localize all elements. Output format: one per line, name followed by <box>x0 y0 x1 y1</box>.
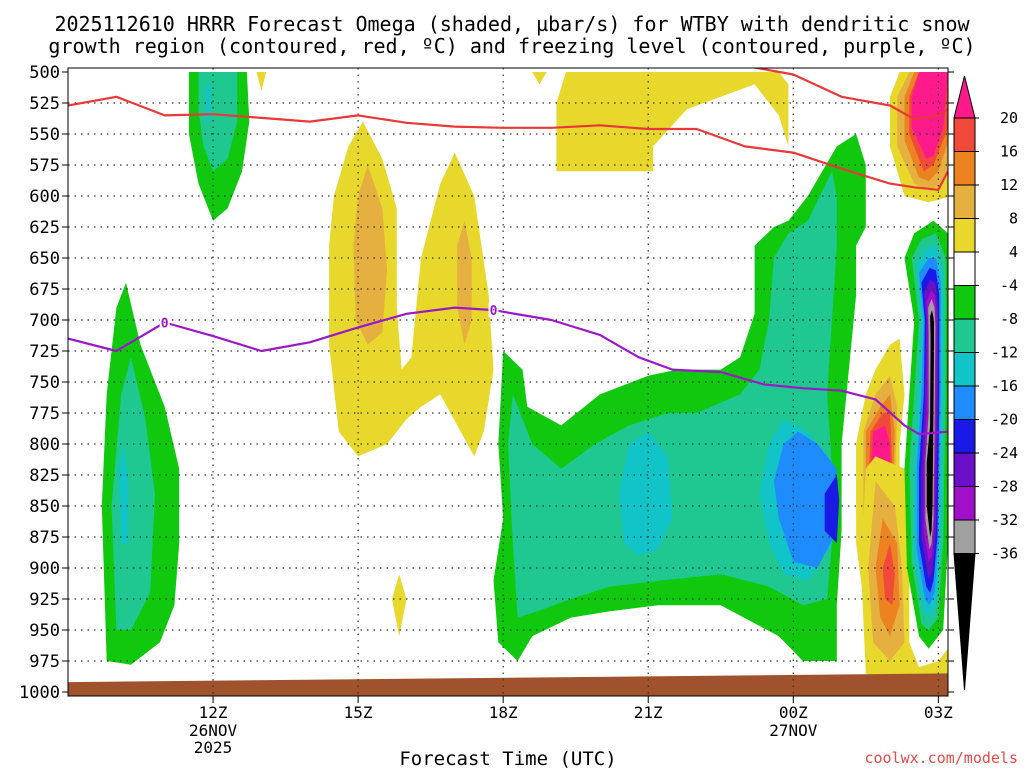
omega-region-3-level--12 <box>118 444 129 544</box>
colorbar-label-9: -20 <box>991 411 1018 429</box>
colorbar-label-10: -24 <box>991 444 1018 462</box>
terrain-surface <box>68 673 948 696</box>
colorbar-segment-10 <box>953 452 976 487</box>
colorbar-bottom-arrow <box>953 553 976 691</box>
y-tick-label-1000: 1000 <box>19 683 60 703</box>
omega-region-17-level--16 <box>773 431 837 568</box>
y-tick-label-825: 825 <box>29 466 60 486</box>
x-tick-label-15Z: 15Z <box>344 703 373 722</box>
x-tick-label-00Z: 00Z <box>779 703 808 722</box>
colorbar-segment-2 <box>953 184 976 219</box>
y-tick-label-850: 850 <box>29 497 60 517</box>
y-tick-label-675: 675 <box>29 280 60 300</box>
omega-region-32-level-20 <box>911 72 948 159</box>
contour-line-1 <box>750 68 948 121</box>
colorbar-segment-3 <box>953 218 976 253</box>
y-tick-label-900: 900 <box>29 559 60 579</box>
contour-labels: 00 <box>159 303 499 331</box>
x-tick-label-03Z: 03Z <box>924 703 953 722</box>
y-tick-label-600: 600 <box>29 187 60 207</box>
y-tick-label-650: 650 <box>29 249 60 269</box>
y-tick-label-875: 875 <box>29 528 60 548</box>
y-tick-label-725: 725 <box>29 342 60 362</box>
terrain-fill <box>68 673 948 696</box>
x-axis-title: Forecast Time (UTC) <box>399 748 616 768</box>
y-axis: 500 525 550 575 600 625 650 675 700 725 750 775 800 8… <box>19 63 954 703</box>
contour-lines <box>68 68 948 436</box>
colorbar-segment-11 <box>953 486 976 521</box>
grid <box>68 68 948 696</box>
y-tick-label-500: 500 <box>29 63 60 83</box>
omega-region-6-level--12 <box>205 84 211 122</box>
x-tick-label-18Z: 18Z <box>489 703 518 722</box>
omega-region-8-level-8 <box>353 165 388 345</box>
colorbar-label-0: 20 <box>1000 109 1018 127</box>
colorbar-label-8: -16 <box>991 377 1018 395</box>
omega-shading <box>101 72 948 683</box>
colorbar-segment-6 <box>953 318 976 353</box>
y-tick-label-775: 775 <box>29 404 60 424</box>
omega-region-9-level-8 <box>457 220 472 345</box>
colorbar-label-4: 4 <box>1009 243 1018 261</box>
omega-region-14-level--8 <box>508 171 837 618</box>
omega-region-18-level--20 <box>824 475 840 544</box>
contour-label-0: 0 <box>161 316 169 331</box>
y-tick-label-800: 800 <box>29 435 60 455</box>
colorbar-segment-5 <box>953 285 976 320</box>
x-date-label-12Z: 26NOV <box>189 721 238 740</box>
y-tick-label-700: 700 <box>29 311 60 331</box>
y-tick-label-625: 625 <box>29 218 60 238</box>
colorbar-label-7: -12 <box>991 344 1018 362</box>
x-year-label-12Z: 2025 <box>194 738 233 757</box>
colorbar-segment-7 <box>953 352 976 387</box>
colorbar-label-3: 8 <box>1009 210 1018 228</box>
contour-label-1: 0 <box>490 304 498 319</box>
x-tick-label-12Z: 12Z <box>199 703 228 722</box>
omega-region-11-level-4 <box>556 72 789 172</box>
y-tick-label-975: 975 <box>29 652 60 672</box>
colorbar-label-13: -36 <box>991 545 1018 563</box>
chart-title-line1: 2025112610 HRRR Forecast Omega (shaded, … <box>54 12 970 36</box>
colorbar-label-6: -8 <box>1000 310 1018 328</box>
colorbar-segment-0 <box>953 117 976 152</box>
omega-region-41-level--36 <box>926 310 934 537</box>
y-tick-label-925: 925 <box>29 590 60 610</box>
colorbar-label-11: -28 <box>991 478 1018 496</box>
contour-line-0 <box>68 95 948 191</box>
omega-region-27-level-16 <box>882 543 895 606</box>
x-date-label-00Z: 27NOV <box>769 721 818 740</box>
y-tick-label-550: 550 <box>29 125 60 145</box>
y-tick-label-525: 525 <box>29 94 60 114</box>
chart-title-line2: growth region (contoured, red, ºC) and f… <box>48 34 975 58</box>
colorbar-segment-8 <box>953 385 976 420</box>
omega-region-0-level-4 <box>256 72 267 91</box>
coolwx-credit: coolwx.com/models <box>864 749 1018 767</box>
y-tick-label-750: 750 <box>29 373 60 393</box>
y-tick-label-950: 950 <box>29 621 60 641</box>
contour-label-bg-0 <box>159 315 170 330</box>
omega-region-10-level-4 <box>392 574 407 637</box>
omega-region-2-level--8 <box>111 357 155 630</box>
colorbar-segment-4 <box>953 251 976 286</box>
colorbar-segment-9 <box>953 419 976 454</box>
omega-region-15-level--12 <box>619 431 673 556</box>
omega-region-12-level-4 <box>532 72 547 85</box>
colorbar-segment-1 <box>953 151 976 186</box>
colorbar-label-12: -32 <box>991 511 1018 529</box>
colorbar-label-2: 12 <box>1000 176 1018 194</box>
colorbar-label-5: -4 <box>1000 277 1018 295</box>
colorbar: 20 16 12 8 4 -4 -8 -12 -16 -20 -24 -28 -32 -36 <box>953 75 1018 691</box>
contour-line-2 <box>68 306 948 436</box>
y-tick-label-575: 575 <box>29 156 60 176</box>
contour-label-bg-1 <box>488 303 499 318</box>
colorbar-label-1: 16 <box>1000 143 1018 161</box>
x-tick-label-21Z: 21Z <box>634 703 663 722</box>
colorbar-segment-12 <box>953 519 976 554</box>
